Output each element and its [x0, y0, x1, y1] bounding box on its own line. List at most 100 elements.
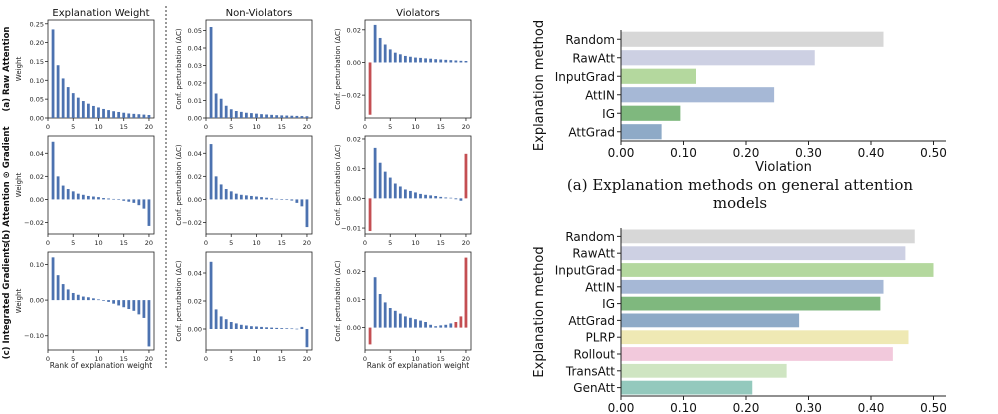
bar-mark	[224, 189, 228, 200]
x-tick-label: 20	[303, 239, 311, 247]
bar-mark	[295, 115, 299, 118]
y-tick-label: 0.02	[347, 135, 361, 143]
x-tick-label: 15	[120, 355, 128, 363]
category-label: InputGrad	[555, 264, 615, 278]
bar-mark	[305, 329, 309, 348]
bar-mark	[621, 313, 800, 328]
x-tick-label: 0.10	[670, 146, 697, 160]
x-axis-label: Rank of explanation weight	[50, 361, 153, 370]
bar-mark	[61, 185, 65, 200]
bar-mark	[117, 300, 121, 306]
bar-mark	[449, 60, 453, 63]
x-tick-label: 0.40	[858, 146, 885, 160]
bar-mark	[97, 299, 100, 301]
bar-mark	[61, 78, 65, 118]
bar-mark	[255, 196, 258, 200]
bar-mark	[459, 316, 463, 328]
bar-mark	[393, 310, 397, 328]
bar-mark	[414, 319, 417, 328]
bar-mark	[373, 24, 377, 63]
subplot-1-3: −0.02 0.00 0.02 0 5 10 15 20 Conf. perturbation …	[334, 19, 472, 131]
plot-frame	[364, 251, 472, 351]
bar-mark	[621, 246, 906, 261]
bar-mark	[270, 198, 274, 200]
bar-mark	[285, 199, 289, 201]
bar-mark	[621, 279, 884, 294]
bar-mark	[209, 144, 213, 200]
x-tick-label: 0.30	[795, 146, 822, 160]
bar-mark	[300, 116, 304, 118]
x-tick-label: 20	[145, 123, 153, 131]
bar-mark	[621, 50, 815, 66]
bar-mark	[621, 296, 881, 311]
bar-mark	[219, 98, 223, 118]
bar-mark	[250, 113, 253, 118]
bar-mark	[285, 115, 289, 118]
bar-mark	[621, 105, 681, 121]
bar-mark	[378, 294, 382, 328]
bar-mark	[378, 162, 382, 199]
bar-mark	[305, 116, 309, 118]
y-tick-label: 0.04	[30, 150, 44, 158]
bar-mark	[403, 316, 407, 328]
plot-frame	[364, 135, 472, 235]
subplot-2-2: −0.02 0.00 0.02 0.04 0 5 10 15 20 Conf. perturbat…	[175, 135, 313, 247]
bar-mark	[265, 327, 268, 329]
bar-mark	[275, 198, 279, 200]
bar-mark	[76, 193, 80, 200]
bar-mark	[234, 323, 238, 329]
bar-mark	[76, 294, 80, 301]
y-tick-label: 0.01	[347, 165, 361, 173]
bar-mark	[424, 194, 427, 199]
y-tick-label: 0.15	[30, 58, 44, 66]
bar-mark	[368, 62, 372, 115]
bar-mark	[81, 101, 85, 118]
y-tick-label: 0.03	[188, 62, 202, 70]
bar-mark	[132, 113, 136, 118]
bar-mark	[419, 57, 422, 63]
y-tick-label: 0.20	[30, 39, 44, 47]
y-tick-label: 0.05	[188, 27, 202, 35]
bar-mark	[295, 199, 299, 203]
bar-mark	[107, 198, 110, 200]
bar-mark	[285, 328, 289, 329]
bar-mark	[388, 49, 392, 63]
x-tick-label: 5	[71, 239, 75, 247]
y-axis-label: Conf. perturbation (ΔC)	[175, 260, 183, 341]
x-tick-label: 0	[204, 123, 208, 131]
bar-mark	[132, 199, 136, 203]
x-tick-label: 5	[388, 123, 392, 131]
x-tick-label: 15	[120, 123, 128, 131]
plot-frame	[47, 135, 155, 235]
bar-mark	[142, 199, 146, 209]
bar-mark	[239, 194, 243, 200]
bar-mark	[464, 153, 468, 199]
category-label: PLRP	[586, 331, 616, 345]
bar-mark	[122, 300, 126, 308]
y-tick-label: 0.10	[30, 77, 44, 85]
small-multiples-grid: Explanation Weight Non-Violators Violators…	[2, 8, 472, 370]
bar-mark	[300, 199, 304, 207]
bar-mark	[621, 380, 753, 395]
y-tick-label: 0.00	[347, 59, 361, 67]
bar-mark	[393, 52, 397, 63]
bar-mark	[117, 111, 121, 118]
x-tick-label: 20	[145, 355, 153, 363]
y-tick-label: 0.00	[347, 324, 361, 332]
plot-frame	[364, 19, 472, 119]
bar-mark	[398, 54, 402, 63]
bar-mark	[229, 191, 233, 200]
y-tick-label: 0.00	[30, 115, 44, 123]
bar-mark	[244, 112, 248, 118]
bar-mark	[454, 322, 458, 328]
x-axis-label: Violation	[755, 160, 812, 175]
x-tick-label: 10	[94, 239, 102, 247]
bar-mark	[71, 292, 75, 301]
x-tick-label: 15	[278, 239, 286, 247]
bar-mark	[142, 300, 146, 318]
x-axis-label: Rank of explanation weight	[367, 361, 470, 370]
bar-mark	[255, 326, 258, 329]
x-tick-label: 0	[363, 123, 367, 131]
caption-a: (a) Explanation methods on general atten…	[566, 176, 914, 212]
y-axis-label: Explanation method	[532, 20, 547, 151]
